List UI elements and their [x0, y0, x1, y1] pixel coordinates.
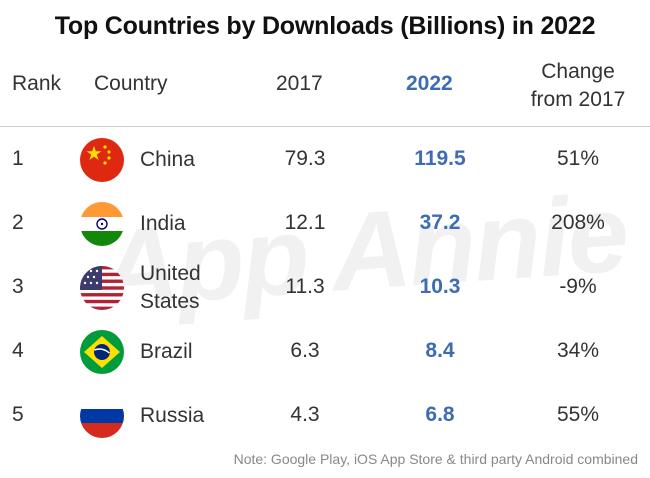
- china-flag-icon: [80, 138, 124, 182]
- header-change-line1: Change: [541, 60, 615, 83]
- value-2017-cell: 12.1: [284, 211, 326, 234]
- country-name: China: [140, 148, 195, 171]
- country-cell: Russia: [140, 402, 250, 430]
- table-row: 2 India 12.1 37.2 208%: [0, 192, 650, 256]
- country-name-line2: States: [140, 290, 200, 313]
- table-row: 1 China 79.3 119.5 51%: [0, 128, 650, 192]
- country-name: India: [140, 212, 186, 235]
- header-change-line2: from 2017: [530, 88, 626, 111]
- value-2022-cell: 8.4: [425, 339, 455, 362]
- value-2022-cell: 37.2: [419, 211, 461, 234]
- table-row: 4 Brazil 6.3 8.4 34%: [0, 320, 650, 384]
- value-2022-cell: 10.3: [419, 275, 461, 298]
- value-2017-cell: 79.3: [284, 147, 326, 170]
- table-row: 5 Russia 4.3 6.8 55%: [0, 384, 650, 448]
- header-2017: 2017: [276, 72, 323, 95]
- change-cell: 55%: [556, 403, 600, 426]
- country-cell: China: [140, 146, 250, 174]
- country-cell: India: [140, 210, 250, 238]
- country-name: Brazil: [140, 340, 193, 363]
- rank-cell: 5: [12, 403, 24, 426]
- change-cell: 208%: [551, 211, 605, 234]
- value-2022-cell: 119.5: [414, 147, 466, 170]
- rank-cell: 2: [12, 211, 24, 234]
- header-2022: 2022: [406, 72, 453, 95]
- country-name: United: [140, 262, 201, 285]
- rank-cell: 4: [12, 339, 24, 362]
- table-row: 3 United States 11.3 10.3 -9%: [0, 256, 650, 320]
- value-2017-cell: 4.3: [290, 403, 320, 426]
- country-cell: Brazil: [140, 338, 250, 366]
- change-cell: 51%: [556, 147, 600, 170]
- country-name: Russia: [140, 404, 205, 427]
- usa-flag-icon: [80, 266, 124, 310]
- rank-cell: 1: [12, 147, 24, 170]
- brazil-flag-icon: [80, 330, 124, 374]
- header-change: Change from 2017: [518, 58, 638, 114]
- india-flag-icon: [80, 202, 124, 246]
- footnote: Note: Google Play, iOS App Store & third…: [233, 451, 638, 467]
- change-cell: 34%: [556, 339, 600, 362]
- value-2022-cell: 6.8: [425, 403, 455, 426]
- country-cell: United States: [140, 260, 250, 316]
- header-rank: Rank: [12, 72, 62, 95]
- header-country: Country: [94, 72, 168, 95]
- chart-title: Top Countries by Downloads (Billions) in…: [54, 12, 596, 40]
- header-divider: [0, 126, 650, 127]
- value-2017-cell: 6.3: [290, 339, 320, 362]
- russia-flag-icon: [80, 394, 124, 438]
- value-2017-cell: 11.3: [285, 275, 325, 298]
- change-cell: -9%: [559, 275, 597, 298]
- rank-cell: 3: [12, 275, 24, 298]
